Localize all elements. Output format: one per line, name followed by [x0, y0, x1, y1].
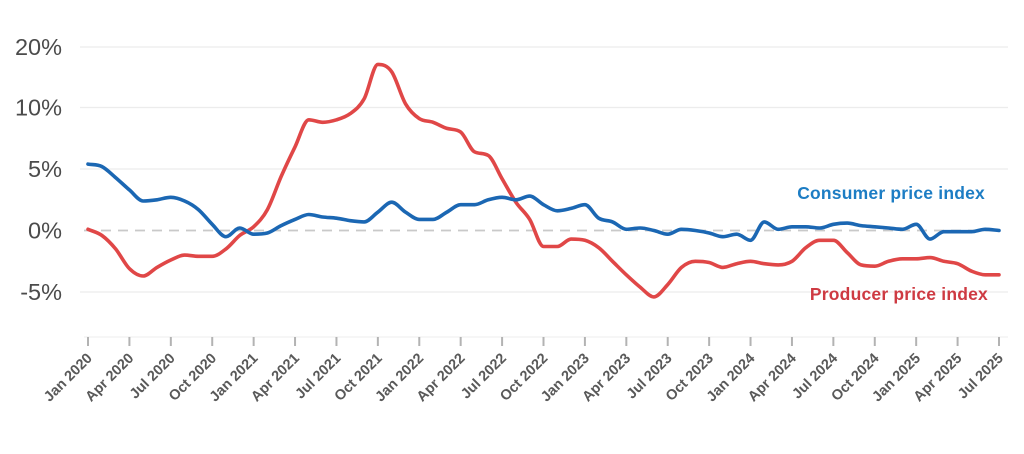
consumer-price-index-line [86, 162, 1001, 243]
series-label-consumer-price-index: Consumer price index [797, 183, 985, 203]
x-tick-label: Jul 2025 [955, 351, 1007, 403]
y-tick-label: 20% [15, 34, 62, 60]
producer-price-index-line [86, 62, 1001, 299]
y-tick-label: 5% [28, 156, 62, 182]
y-tick-label: 10% [15, 95, 62, 121]
series-label-producer-price-index: Producer price index [809, 284, 988, 304]
y-tick-label: -5% [20, 279, 62, 305]
y-tick-label: 0% [28, 218, 62, 244]
